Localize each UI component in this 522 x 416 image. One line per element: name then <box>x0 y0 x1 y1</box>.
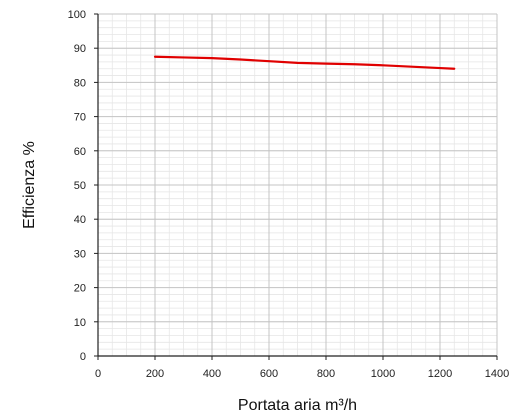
x-tick-labels: 0 200 400 600 800 1000 1200 1400 <box>95 368 509 380</box>
x-tick-label: 1400 <box>485 368 509 380</box>
series-layer <box>153 55 456 70</box>
x-tick-label: 400 <box>203 368 221 380</box>
x-tick-label: 0 <box>95 368 101 380</box>
y-axis-title: Efficienza % <box>21 141 38 229</box>
y-tick-label: 70 <box>74 112 86 124</box>
y-tick-labels: 0 10 20 30 40 50 60 70 80 90 100 <box>68 9 86 363</box>
y-tick-label: 80 <box>74 77 86 89</box>
x-tick-label: 1000 <box>371 368 395 380</box>
x-tick-label: 600 <box>260 368 278 380</box>
y-tick-label: 40 <box>74 214 86 226</box>
y-tick-label: 30 <box>74 248 86 260</box>
x-axis-title: Portata aria m³/h <box>238 397 357 414</box>
y-tick-label: 50 <box>74 180 86 192</box>
y-tick-label: 60 <box>74 146 86 158</box>
y-tick-label: 0 <box>80 351 86 363</box>
x-tick-label: 1200 <box>428 368 452 380</box>
axes <box>94 13 498 360</box>
y-tick-label: 10 <box>74 317 86 329</box>
efficiency-series-line <box>153 55 456 70</box>
x-tick-label: 200 <box>146 368 164 380</box>
y-tick-label: 100 <box>68 9 86 21</box>
y-tick-label: 90 <box>74 43 86 55</box>
y-tick-label: 20 <box>74 283 86 295</box>
x-tick-label: 800 <box>317 368 335 380</box>
